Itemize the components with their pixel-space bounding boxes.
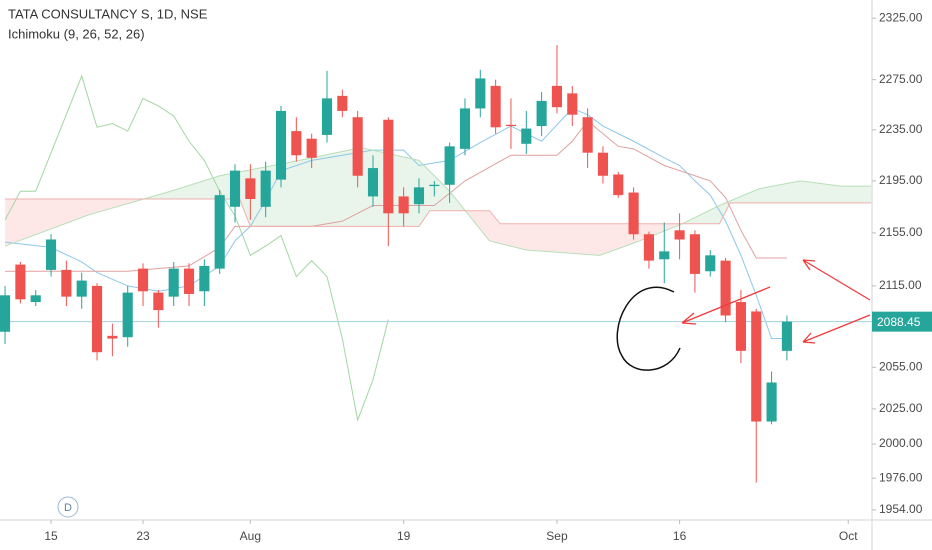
candle-body	[245, 178, 256, 200]
arrow	[802, 314, 871, 344]
y-tick-label: 2115.00	[879, 278, 922, 292]
candle-body	[30, 295, 41, 303]
y-tick-label: 2025.00	[879, 401, 923, 415]
candle-body	[306, 138, 317, 158]
candle-body	[505, 124, 517, 127]
x-tick-label: 23	[136, 529, 150, 543]
candle-body	[490, 85, 501, 128]
x-tick-label: Oct	[839, 529, 858, 543]
candle-body	[735, 302, 746, 351]
candle-body	[628, 192, 639, 235]
candle-body	[597, 152, 609, 176]
x-tick-label: 19	[397, 529, 411, 543]
x-tick-label: Aug	[240, 529, 261, 543]
candle-body	[15, 264, 26, 300]
arrow	[681, 286, 771, 325]
candle-body	[551, 85, 563, 108]
x-tick-label: 15	[44, 529, 58, 543]
candle-body	[337, 95, 348, 111]
candle-body	[76, 280, 87, 297]
candle-body	[153, 292, 164, 311]
cloud	[5, 147, 872, 256]
candle-body	[122, 292, 133, 338]
candle-body	[367, 168, 379, 197]
y-tick-label: 1954.00	[879, 502, 923, 516]
candle-body	[291, 131, 302, 156]
candle-body	[613, 174, 624, 196]
candle-body	[61, 269, 72, 297]
candle-body	[0, 295, 11, 332]
lagging-line	[4, 74, 389, 422]
candle-body	[413, 187, 425, 205]
y-tick-label: 2275.00	[879, 72, 923, 86]
candle-body	[107, 335, 118, 339]
candle-body	[475, 78, 486, 109]
candle-body	[444, 146, 455, 185]
candle-body	[91, 285, 103, 353]
x-tick-label: Sep	[546, 529, 568, 543]
candle-body	[659, 251, 670, 260]
last-price-tag	[872, 311, 932, 332]
candle-body	[705, 255, 716, 272]
candle-body	[214, 195, 225, 269]
y-tick-label: 2000.00	[879, 436, 923, 450]
candle-body	[751, 311, 762, 422]
candle-body	[45, 239, 57, 270]
candle-body	[429, 184, 440, 187]
y-tick-label: 2155.00	[879, 225, 923, 239]
annotation-circle	[616, 286, 681, 371]
candle-body	[168, 268, 179, 297]
y-tick-label: 2055.00	[879, 359, 923, 373]
candles	[0, 45, 792, 483]
base-line	[5, 120, 787, 272]
axes: 2325.00 2275.00 2235.00 2195.00 2155.00 2115.…	[44, 10, 932, 543]
candle-body	[398, 196, 409, 214]
candle-body	[674, 230, 685, 240]
candle-body	[459, 108, 471, 149]
span-b-line	[5, 198, 872, 227]
candle-body	[567, 93, 578, 115]
candle-body	[137, 268, 149, 292]
candle-body	[781, 321, 792, 351]
last-price-label: 2088.45	[877, 315, 921, 329]
candle-body	[352, 117, 363, 176]
y-tick-label: 1976.00	[879, 470, 923, 484]
candle-body	[275, 110, 287, 180]
candle-body	[521, 128, 532, 144]
candle-body	[766, 382, 777, 422]
candle-body	[383, 119, 394, 214]
candle-body	[536, 100, 547, 127]
chart-title: TATA CONSULTANCY S, 1D, NSE	[8, 6, 208, 21]
candle-body	[199, 265, 210, 292]
y-tick-label: 2325.00	[879, 10, 923, 24]
x-tick-label: 16	[673, 529, 687, 543]
candle-body	[183, 268, 195, 294]
y-tick-label: 2195.00	[879, 173, 923, 187]
interval-icon[interactable]	[57, 496, 79, 518]
candle-body	[643, 234, 654, 261]
candle-body	[689, 234, 700, 274]
arrow	[802, 259, 871, 301]
cloud-fill-bull	[143, 147, 872, 227]
cloud-fill-bear	[5, 198, 683, 256]
interval-icon-label: D	[64, 502, 72, 514]
candle-body	[321, 98, 333, 135]
candle-body	[582, 117, 593, 153]
candle-body	[260, 170, 271, 207]
y-tick-label: 2235.00	[879, 122, 923, 136]
candle-body	[720, 260, 731, 316]
span-a-line	[4, 147, 872, 256]
indicator-label: Ichimoku (9, 26, 52, 26)	[8, 26, 145, 41]
annotation-arrows	[681, 259, 871, 344]
candle-body	[229, 170, 241, 207]
